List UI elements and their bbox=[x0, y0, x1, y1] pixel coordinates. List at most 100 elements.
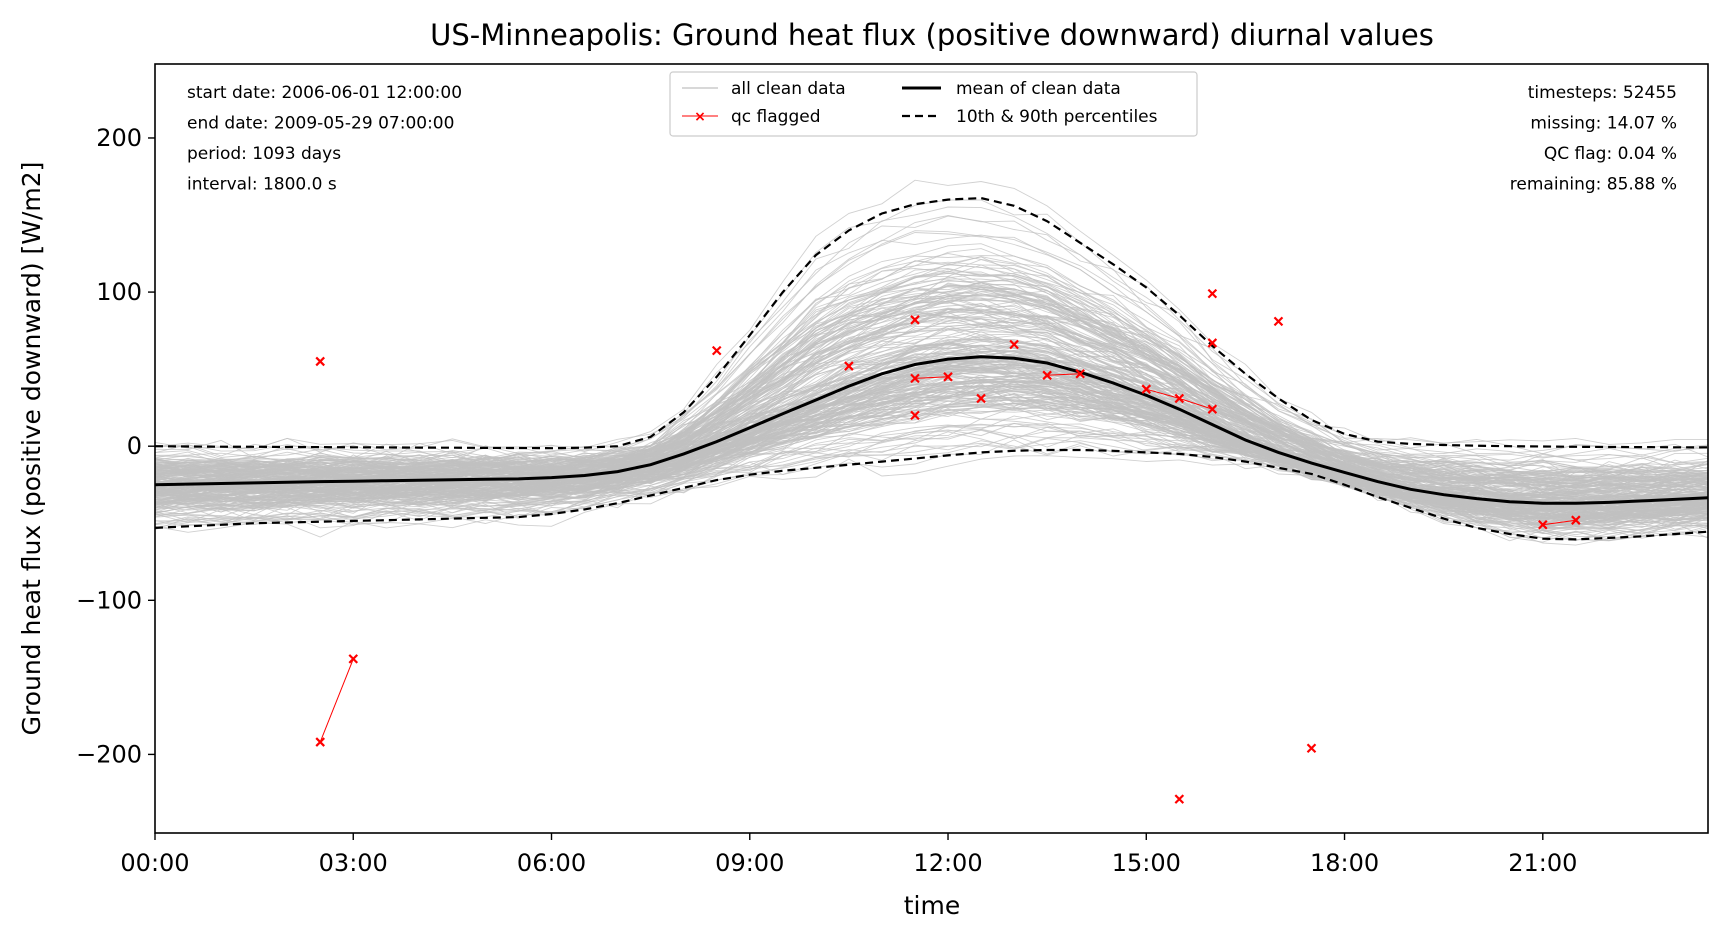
qc-flagged-point bbox=[910, 410, 920, 421]
plot-area bbox=[154, 63, 1709, 834]
clean-data-line bbox=[154, 288, 1709, 484]
clean-data-line bbox=[154, 402, 1709, 526]
clean-data-line bbox=[154, 395, 1709, 521]
stat-right-line: QC flag: 0.04 % bbox=[1544, 144, 1677, 164]
x-tick-label: 03:00 bbox=[319, 849, 388, 877]
qc-flagged-point bbox=[1538, 520, 1548, 530]
clean-data-line bbox=[154, 321, 1709, 498]
clean-data-line bbox=[155, 428, 1709, 535]
legend-swatch-qc-marker: × bbox=[694, 109, 706, 125]
clean-data-line bbox=[154, 234, 1709, 464]
clean-data-line bbox=[154, 230, 1709, 468]
clean-data-line bbox=[154, 380, 1709, 522]
qc-flagged-point bbox=[844, 361, 854, 371]
qc-flagged-segment bbox=[1047, 373, 1081, 376]
clean-data-line bbox=[154, 243, 1709, 470]
qc-flagged-point bbox=[910, 315, 920, 325]
percentile-10-line bbox=[154, 448, 1709, 541]
qc-flagged-point bbox=[1306, 743, 1317, 754]
qc-flagged-point bbox=[943, 372, 953, 382]
clean-data-line bbox=[154, 437, 1709, 541]
axis-ticks: 00:00 03:00 06:00 09:00 12:00 15:00 18:00 21:00… bbox=[76, 124, 1577, 877]
y-tick-label: 0 bbox=[127, 432, 142, 460]
clean-data-line bbox=[154, 418, 1709, 531]
qc-flagged-point bbox=[1174, 794, 1185, 804]
clean-data-line bbox=[154, 393, 1709, 520]
stat-right-line: missing: 14.07 % bbox=[1530, 114, 1677, 134]
y-tick-label: 200 bbox=[96, 124, 142, 152]
legend: all clean data × qc flagged mean of clea… bbox=[669, 71, 1198, 137]
stat-left-line: end date: 2009-05-29 07:00:00 bbox=[187, 114, 454, 134]
clean-data-line bbox=[154, 206, 1709, 459]
qc-flagged-point bbox=[1207, 338, 1218, 348]
legend-label-percentile: 10th & 90th percentiles bbox=[956, 107, 1158, 127]
clean-data-line bbox=[154, 283, 1709, 484]
clean-data-line bbox=[154, 271, 1709, 479]
qc-flagged-point bbox=[315, 737, 325, 747]
qc-flagged-point bbox=[1174, 393, 1185, 404]
qc-flagged-segment bbox=[1542, 519, 1576, 526]
y-tick-label: −200 bbox=[76, 740, 142, 768]
qc-flagged-point bbox=[1009, 339, 1019, 350]
stat-left-line: start date: 2006-06-01 12:00:00 bbox=[187, 83, 462, 103]
x-tick-label: 06:00 bbox=[517, 849, 586, 877]
clean-data-line bbox=[154, 179, 1708, 452]
qc-flagged-segment bbox=[914, 376, 949, 379]
stat-right-line: timesteps: 52455 bbox=[1528, 83, 1677, 103]
clean-data-line bbox=[154, 215, 1709, 462]
legend-label-mean: mean of clean data bbox=[956, 79, 1121, 99]
qc-flagged-point bbox=[1141, 384, 1152, 394]
clean-data-line bbox=[154, 340, 1709, 505]
clean-data-line bbox=[154, 272, 1709, 480]
y-axis-label: Ground heat flux (positive downward) [W/… bbox=[17, 162, 46, 736]
clean-data-line bbox=[154, 361, 1709, 509]
clean-data-line bbox=[154, 367, 1709, 509]
legend-frame bbox=[669, 71, 1198, 137]
percentile-90-line bbox=[154, 196, 1709, 450]
qc-flagged-point bbox=[1207, 404, 1218, 414]
clean-data-line bbox=[154, 455, 1709, 546]
stat-left-line: interval: 1800.0 s bbox=[187, 175, 337, 195]
clean-data-line bbox=[154, 402, 1709, 522]
clean-data-line bbox=[154, 405, 1709, 526]
x-tick-label: 18:00 bbox=[1310, 849, 1379, 877]
clean-data-line bbox=[154, 312, 1709, 492]
clean-data-line bbox=[154, 431, 1709, 543]
clean-data-line bbox=[154, 394, 1709, 530]
qc-flagged-point bbox=[711, 345, 722, 356]
stats-annotations: start date: 2006-06-01 12:00:00 end date:… bbox=[187, 83, 1677, 195]
x-tick-label: 15:00 bbox=[1112, 849, 1181, 877]
qc-flagged-point bbox=[1571, 515, 1581, 525]
x-tick-label: 09:00 bbox=[715, 849, 784, 877]
clean-data-line bbox=[154, 294, 1709, 493]
y-tick-label: 100 bbox=[96, 278, 142, 306]
clean-data-line bbox=[154, 439, 1709, 542]
qc-flagged-point bbox=[1207, 288, 1218, 299]
stat-right-line: remaining: 85.88 % bbox=[1510, 175, 1677, 195]
qc-flagged-markers bbox=[315, 288, 1581, 804]
qc-flagged-point bbox=[1075, 368, 1085, 379]
x-axis-label: time bbox=[904, 891, 960, 920]
chart-title: US-Minneapolis: Ground heat flux (positi… bbox=[430, 18, 1434, 52]
clean-data-line bbox=[154, 383, 1709, 528]
qc-flagged-point bbox=[1273, 316, 1284, 327]
clean-data-line bbox=[154, 305, 1709, 492]
x-tick-label: 21:00 bbox=[1508, 849, 1577, 877]
clean-data-line bbox=[154, 276, 1709, 483]
qc-flagged-point bbox=[1042, 370, 1052, 381]
qc-flagged-point bbox=[976, 393, 986, 404]
clean-data-line bbox=[154, 326, 1709, 497]
series-lines bbox=[154, 196, 1709, 541]
x-tick-label: 00:00 bbox=[120, 849, 189, 877]
stat-left-line: period: 1093 days bbox=[187, 144, 341, 164]
y-tick-label: −100 bbox=[76, 586, 142, 614]
qc-flagged-segment bbox=[319, 658, 354, 743]
x-tick-label: 12:00 bbox=[913, 849, 982, 877]
clean-data-line bbox=[154, 379, 1709, 520]
clean-data-line bbox=[154, 248, 1709, 474]
mean-line bbox=[154, 355, 1709, 505]
qc-flagged-point bbox=[910, 373, 920, 384]
legend-label-clean: all clean data bbox=[731, 79, 846, 99]
clean-data-line bbox=[154, 366, 1709, 510]
qc-flagged-point bbox=[315, 356, 325, 367]
